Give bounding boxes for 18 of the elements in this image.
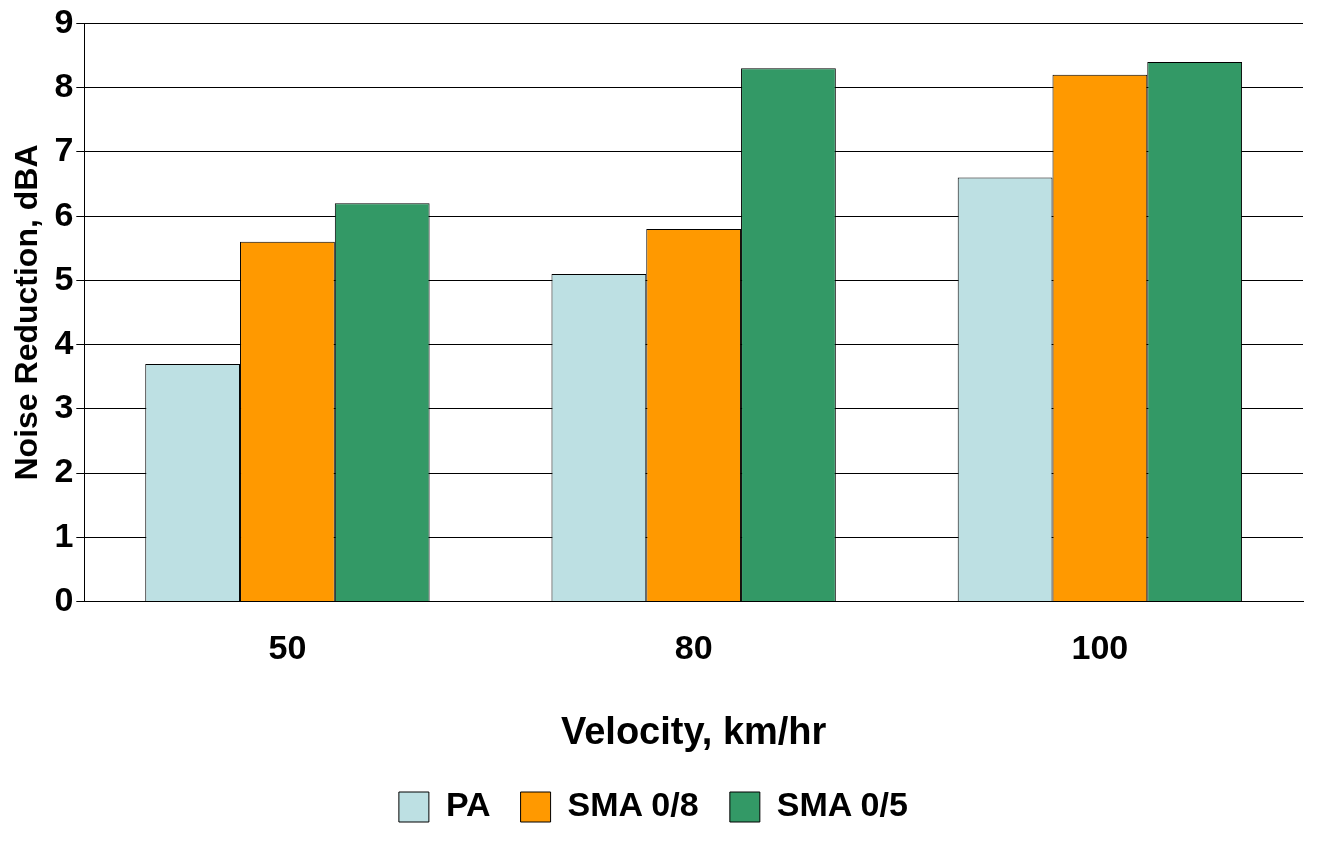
- y-tick-label: 0: [54, 579, 74, 618]
- y-tick-label: 2: [54, 451, 74, 490]
- x-tick-label: 80: [674, 628, 713, 667]
- x-axis-title: Velocity, km/hr: [560, 709, 827, 752]
- y-tick-label: 4: [54, 323, 74, 361]
- y-tick-label: 8: [54, 66, 74, 105]
- legend-label: SMA 0/8: [567, 785, 699, 824]
- y-tick-label: 7: [54, 130, 74, 169]
- y-tick-label: 3: [54, 387, 74, 426]
- y-axis-title: Noise Reduction, dBA: [8, 144, 45, 481]
- legend-label: PA: [445, 785, 491, 824]
- x-tick-label: 100: [1071, 628, 1129, 667]
- x-tick-label: 50: [268, 628, 307, 667]
- y-tick-label: 1: [54, 515, 74, 554]
- y-tick-label: 6: [54, 194, 74, 233]
- y-tick-label: 9: [54, 1, 74, 40]
- y-tick-label: 5: [54, 258, 74, 297]
- legend-label: SMA 0/5: [776, 785, 908, 824]
